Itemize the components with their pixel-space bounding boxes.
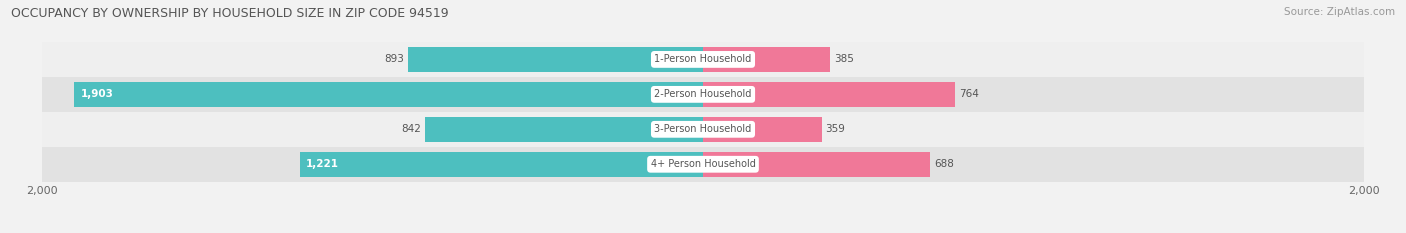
- Bar: [703, 152, 931, 177]
- Bar: [299, 152, 703, 177]
- Text: Source: ZipAtlas.com: Source: ZipAtlas.com: [1284, 7, 1395, 17]
- Bar: [42, 42, 1364, 77]
- Text: 1,221: 1,221: [307, 159, 339, 169]
- Text: 893: 893: [384, 55, 404, 64]
- Text: 842: 842: [401, 124, 420, 134]
- Text: 764: 764: [959, 89, 979, 99]
- Text: 688: 688: [934, 159, 955, 169]
- Text: 385: 385: [834, 55, 853, 64]
- Bar: [703, 82, 956, 107]
- Bar: [425, 117, 703, 142]
- Bar: [42, 112, 1364, 147]
- Text: 2-Person Household: 2-Person Household: [654, 89, 752, 99]
- Text: 359: 359: [825, 124, 845, 134]
- Bar: [703, 47, 830, 72]
- Text: 3-Person Household: 3-Person Household: [654, 124, 752, 134]
- Text: OCCUPANCY BY OWNERSHIP BY HOUSEHOLD SIZE IN ZIP CODE 94519: OCCUPANCY BY OWNERSHIP BY HOUSEHOLD SIZE…: [11, 7, 449, 20]
- Bar: [42, 77, 1364, 112]
- Bar: [703, 117, 821, 142]
- Text: 1,903: 1,903: [80, 89, 114, 99]
- Bar: [42, 147, 1364, 182]
- Text: 1-Person Household: 1-Person Household: [654, 55, 752, 64]
- Bar: [408, 47, 703, 72]
- Bar: [75, 82, 703, 107]
- Text: 4+ Person Household: 4+ Person Household: [651, 159, 755, 169]
